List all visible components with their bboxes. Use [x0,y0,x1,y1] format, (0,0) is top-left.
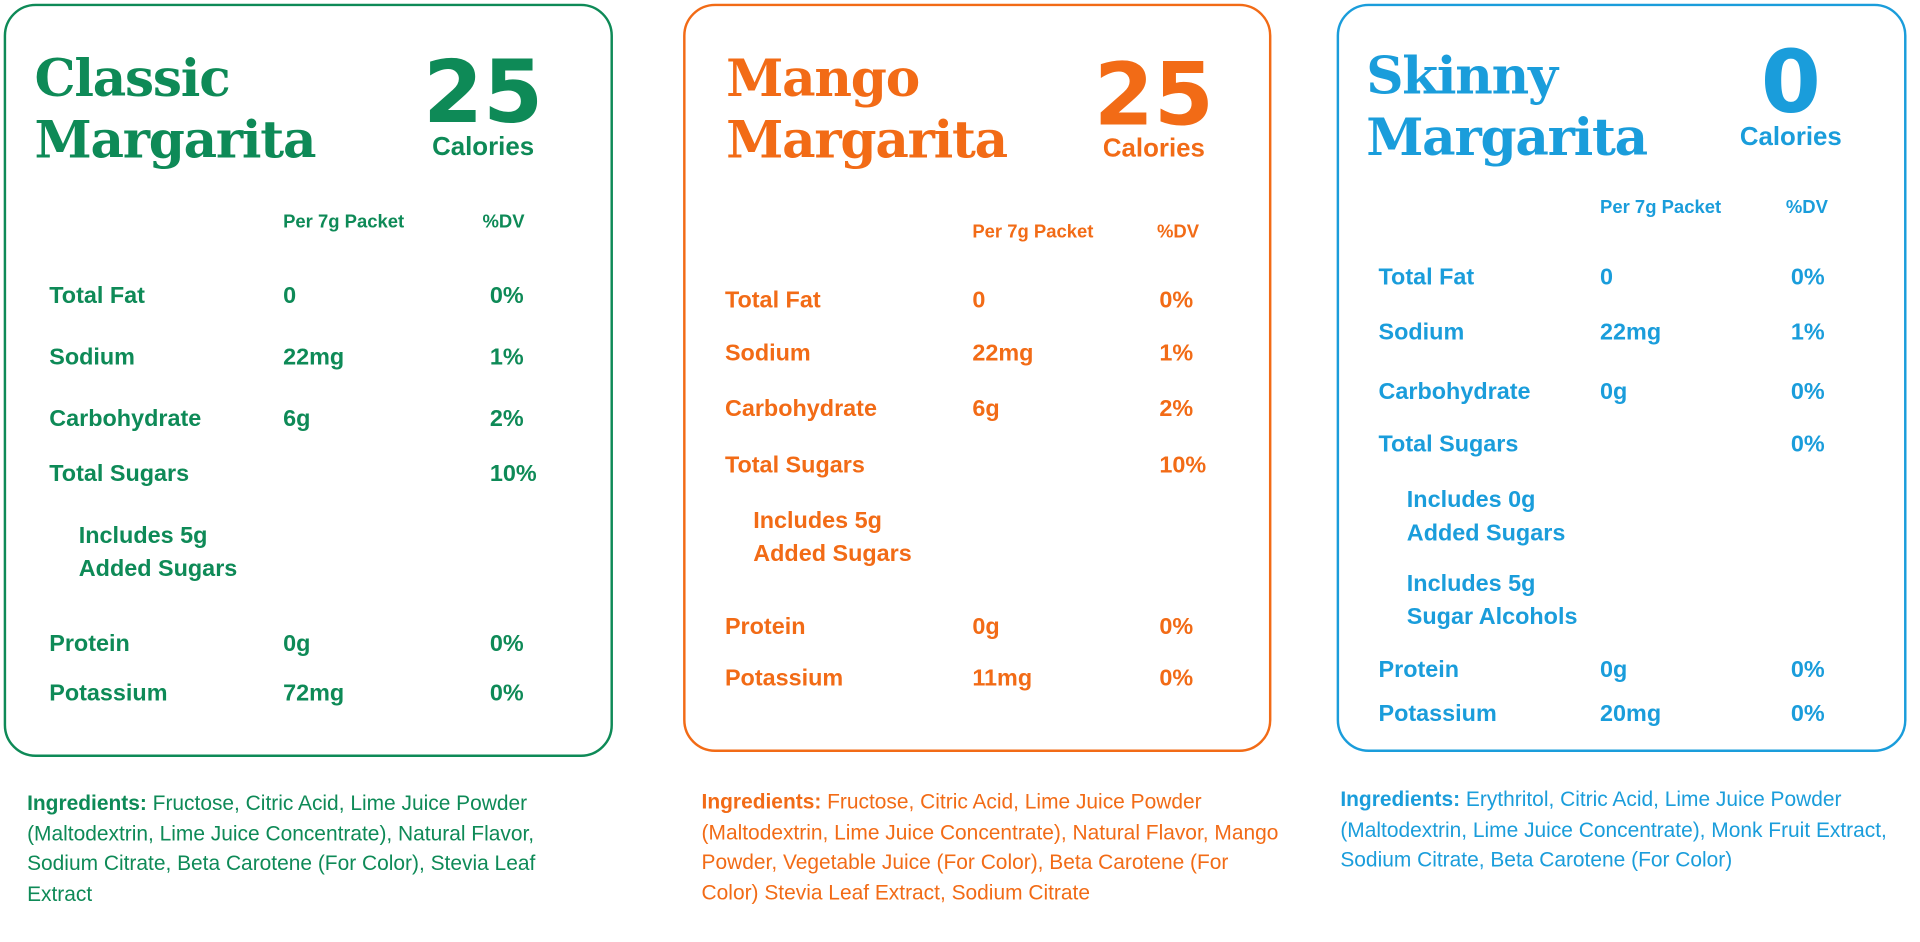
calories-label: Calories [1739,123,1842,152]
ingredients-text: Ingredients: Fructose, Citric Acid, Lime… [702,788,1280,909]
column-header-dv: %DV [482,211,525,233]
nutrient-dv: 2% [489,406,524,433]
nutrient-label: Includes 5g Sugar Alcohols [1406,571,1578,631]
nutrient-label: Sodium [724,340,811,367]
nutrient-amount: 22mg [972,340,1034,367]
ingredients-text: Ingredients: Fructose, Citric Acid, Lime… [27,789,605,910]
nutrient-amount: 11mg [972,665,1033,692]
nutrient-amount: 0 [283,283,297,309]
nutrient-amount: 6g [972,396,1000,423]
nutrient-label: Sodium [49,344,135,371]
nutrient-amount: 6g [283,406,311,433]
nutrient-label: Includes 0g Added Sugars [1406,487,1566,547]
nutrient-dv: 0% [1159,665,1194,692]
nutrient-label: Includes 5g Added Sugars [78,523,238,583]
nutrition-card [683,3,1272,753]
card-title-line1: Mango [726,48,920,109]
nutrient-label: Includes 5g Added Sugars [753,508,912,568]
nutrient-amount: 72mg [283,680,345,707]
nutrient-label: Potassium [724,665,844,692]
nutrient-label: Carbohydrate [49,406,202,433]
nutrient-label: Protein [49,631,130,658]
nutrient-label: Total Sugars [49,461,190,488]
nutrient-label: Total Sugars [724,452,865,479]
ingredients-text: Ingredients: Erythritol, Citric Acid, Li… [1340,785,1912,875]
card-title-line2: Margarita [1366,107,1648,168]
ingredients-label: Ingredients: [27,791,147,815]
ingredients-list: Fructose, Citric Acid, Lime Juice Powder… [27,791,536,906]
nutrient-amount: 22mg [283,344,345,371]
nutrient-dv: 0% [1790,379,1825,405]
nutrient-label: Carbohydrate [1378,379,1531,405]
card-title-line2: Margarita [726,109,1008,170]
calories-value: 25 [1093,44,1214,146]
nutrient-dv: 0% [1790,264,1825,291]
nutrient-dv: 1% [1159,340,1194,367]
nutrient-label: Carbohydrate [724,396,877,423]
nutrient-dv: 0% [489,631,524,658]
nutrient-dv: 0% [489,680,524,707]
ingredients-list: Erythritol, Citric Acid, Lime Juice Powd… [1340,787,1887,872]
column-header-amount: Per 7g Packet [1600,196,1722,218]
calories-value: 0 [1760,32,1821,133]
card-title-line1: Classic [34,48,230,109]
calories-label: Calories [432,132,535,162]
nutrient-label: Total Fat [49,283,145,309]
nutrient-amount: 0g [1600,657,1628,684]
nutrient-label: Total Sugars [1378,432,1519,458]
nutrient-amount: 0g [972,614,1000,641]
nutrient-label: Protein [1378,657,1460,684]
nutrition-card [1336,3,1907,753]
nutrient-dv: 0% [1790,701,1825,728]
nutrient-label: Protein [724,614,806,641]
nutrient-amount: 22mg [1600,320,1662,346]
nutrient-label: Total Fat [724,288,821,314]
nutrient-dv: 0% [1159,288,1194,314]
nutrient-dv: 1% [1790,320,1825,346]
nutrient-amount: 0 [972,288,986,314]
nutrient-dv: 0% [489,283,524,309]
nutrient-amount: 20mg [1600,701,1662,728]
nutrient-label: Sodium [1378,320,1465,346]
column-header-dv: %DV [1156,221,1200,243]
nutrition-card [3,3,613,757]
nutrient-amount: 0g [283,631,311,658]
nutrient-dv: 0% [1159,614,1194,641]
nutrient-amount: 0 [1600,264,1614,291]
nutrient-dv: 0% [1790,432,1825,458]
column-header-dv: %DV [1785,196,1828,218]
ingredients-label: Ingredients: [1340,787,1461,812]
ingredients-label: Ingredients: [701,790,822,814]
nutrient-amount: 0g [1600,379,1628,405]
column-header-amount: Per 7g Packet [972,221,1094,243]
calories-value: 25 [423,41,544,143]
nutrient-dv: 0% [1790,657,1825,684]
column-header-amount: Per 7g Packet [283,211,405,233]
nutrient-label: Potassium [49,680,168,707]
nutrient-label: Potassium [1378,701,1497,728]
calories-label: Calories [1102,134,1205,163]
ingredients-list: Fructose, Citric Acid, Lime Juice Powder… [701,790,1279,905]
nutrient-dv: 2% [1159,396,1194,423]
nutrient-dv: 10% [489,461,537,488]
nutrient-dv: 1% [489,344,524,371]
nutrient-dv: 10% [1159,452,1207,479]
card-title-line1: Skinny [1366,45,1558,106]
card-title-line2: Margarita [34,109,316,170]
nutrient-label: Total Fat [1378,264,1475,291]
